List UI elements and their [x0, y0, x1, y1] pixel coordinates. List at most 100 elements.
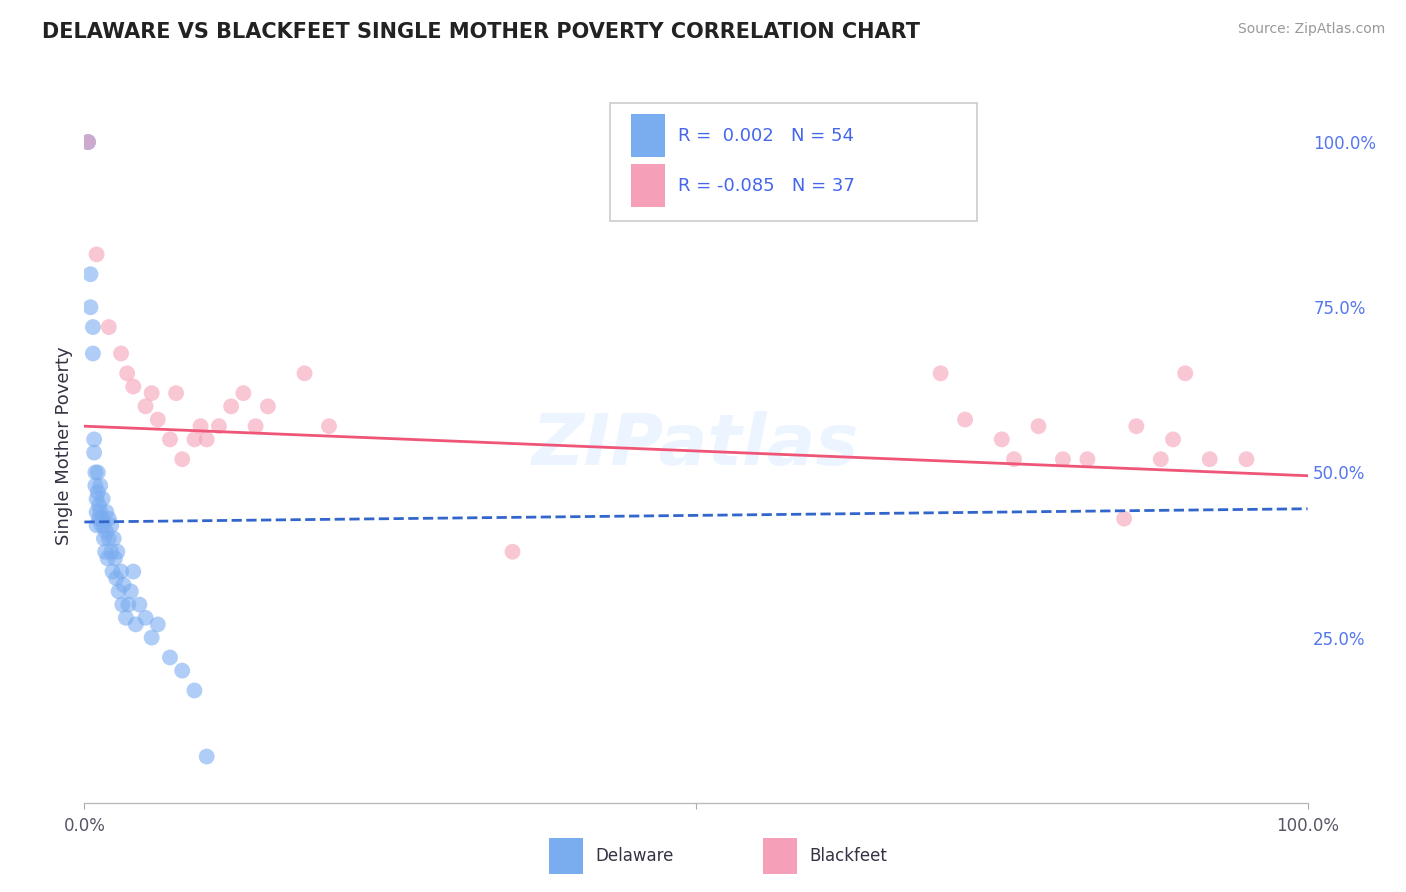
Point	[97, 551, 120, 566]
Point	[101, 565, 124, 579]
Point	[135, 611, 157, 625]
Point	[115, 611, 138, 625]
Point	[219, 400, 242, 414]
Point	[107, 584, 129, 599]
FancyBboxPatch shape	[631, 164, 665, 207]
Point	[141, 631, 163, 645]
Point	[84, 466, 107, 480]
Point	[77, 135, 100, 149]
Point	[195, 749, 218, 764]
Point	[1174, 367, 1197, 381]
Point	[112, 578, 135, 592]
Y-axis label: Single Mother Poverty: Single Mother Poverty	[55, 347, 73, 545]
Point	[97, 532, 120, 546]
Point	[172, 664, 194, 678]
Point	[125, 617, 148, 632]
Point	[1002, 452, 1025, 467]
FancyBboxPatch shape	[610, 103, 977, 221]
Point	[165, 386, 187, 401]
Point	[115, 367, 138, 381]
Point	[141, 386, 163, 401]
Point	[84, 478, 107, 492]
Point	[159, 650, 181, 665]
Point	[97, 320, 120, 334]
Point	[117, 598, 139, 612]
Point	[195, 433, 218, 447]
Point	[100, 518, 122, 533]
Point	[87, 511, 110, 525]
Point	[86, 518, 108, 533]
Point	[103, 532, 125, 546]
Text: Source: ZipAtlas.com: Source: ZipAtlas.com	[1237, 22, 1385, 37]
Point	[91, 491, 114, 506]
Point	[89, 478, 111, 492]
Text: Blackfeet: Blackfeet	[810, 847, 887, 865]
Point	[232, 386, 254, 401]
Point	[90, 518, 112, 533]
Point	[105, 545, 128, 559]
Point	[318, 419, 340, 434]
Point	[97, 511, 120, 525]
Text: ZIPatlas: ZIPatlas	[533, 411, 859, 481]
Point	[1028, 419, 1050, 434]
Point	[77, 135, 100, 149]
Text: Delaware: Delaware	[596, 847, 673, 865]
Point	[87, 499, 110, 513]
Point	[1076, 452, 1098, 467]
Point	[1125, 419, 1147, 434]
Point	[105, 571, 128, 585]
Text: DELAWARE VS BLACKFEET SINGLE MOTHER POVERTY CORRELATION CHART: DELAWARE VS BLACKFEET SINGLE MOTHER POVE…	[42, 22, 920, 42]
Text: R =  0.002   N = 54: R = 0.002 N = 54	[678, 127, 853, 145]
Point	[929, 367, 952, 381]
Point	[1114, 511, 1136, 525]
Point	[146, 412, 169, 426]
Point	[82, 320, 104, 334]
Point	[87, 466, 110, 480]
Point	[83, 433, 105, 447]
Point	[86, 491, 108, 506]
Point	[159, 433, 181, 447]
Point	[77, 135, 100, 149]
FancyBboxPatch shape	[631, 114, 665, 157]
Point	[89, 505, 111, 519]
Point	[257, 400, 280, 414]
Point	[122, 565, 145, 579]
Point	[94, 545, 117, 559]
Point	[96, 505, 118, 519]
Point	[294, 367, 316, 381]
Point	[183, 683, 205, 698]
FancyBboxPatch shape	[763, 838, 797, 874]
Point	[122, 379, 145, 393]
Text: R = -0.085   N = 37: R = -0.085 N = 37	[678, 177, 855, 194]
Point	[1150, 452, 1173, 467]
Point	[190, 419, 212, 434]
Point	[91, 511, 114, 525]
Point	[110, 346, 132, 360]
Point	[120, 584, 142, 599]
Point	[128, 598, 150, 612]
Point	[245, 419, 267, 434]
Point	[1198, 452, 1220, 467]
Point	[111, 598, 134, 612]
FancyBboxPatch shape	[550, 838, 583, 874]
Point	[79, 267, 101, 281]
Point	[502, 545, 524, 559]
Point	[1161, 433, 1184, 447]
Point	[953, 412, 976, 426]
Point	[86, 247, 108, 261]
Point	[96, 524, 118, 539]
Point	[82, 346, 104, 360]
Point	[83, 445, 105, 459]
Point	[104, 551, 127, 566]
Point	[86, 505, 108, 519]
Point	[93, 532, 115, 546]
Point	[79, 300, 101, 314]
Point	[100, 545, 122, 559]
Point	[87, 485, 110, 500]
Point	[172, 452, 194, 467]
Point	[146, 617, 169, 632]
Point	[93, 518, 115, 533]
Point	[135, 400, 157, 414]
Point	[991, 433, 1014, 447]
Point	[183, 433, 205, 447]
